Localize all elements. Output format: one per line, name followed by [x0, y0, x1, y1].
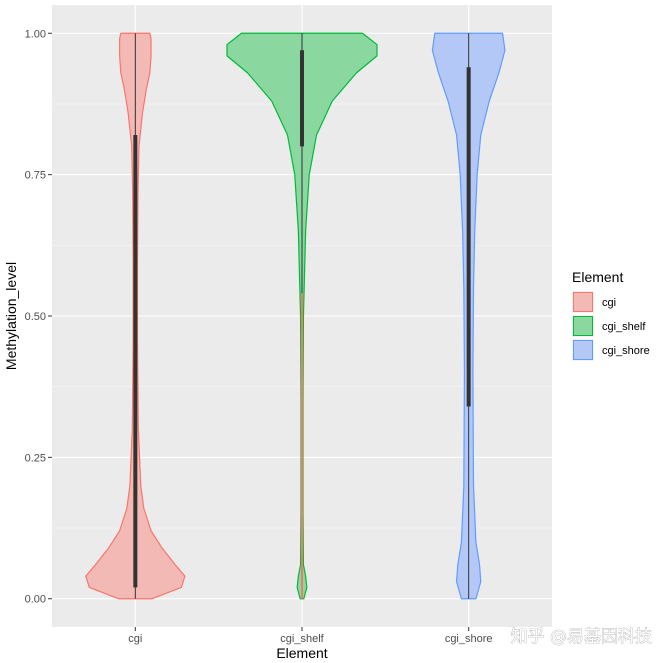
legend-label: cgi	[602, 297, 616, 309]
y-tick-label: 0.50	[25, 311, 46, 323]
y-tick-label: 1.00	[25, 28, 46, 40]
legend-title: Element	[572, 269, 623, 285]
box-cgi-shelf	[300, 50, 304, 147]
y-tick-label: 0.00	[25, 594, 46, 606]
y-tick-label: 0.75	[25, 170, 46, 182]
legend: Element cgi cgi_shelf cgi_shore	[572, 269, 650, 361]
x-axis-ticks: cgi cgi_shelf cgi_shore	[128, 627, 493, 645]
x-tick-label: cgi	[128, 633, 142, 645]
x-axis-title: Element	[276, 645, 327, 661]
y-axis-title: Methylation_level	[3, 262, 19, 370]
legend-swatch-cgi-shore	[573, 340, 593, 360]
legend-swatch-cgi-shelf	[573, 316, 593, 336]
box-cgi-shore	[466, 67, 471, 407]
watermark: 知乎 @易基因科技	[511, 627, 652, 647]
violins	[85, 32, 506, 600]
x-tick-label: cgi_shelf	[280, 633, 324, 645]
box-cgi	[133, 135, 138, 588]
y-tick-label: 0.25	[25, 452, 46, 464]
legend-label: cgi_shore	[602, 345, 650, 357]
x-tick-label: cgi_shore	[445, 633, 493, 645]
legend-swatch-cgi	[573, 292, 593, 312]
y-axis-ticks: 0.00 0.25 0.50 0.75 1.00	[25, 28, 52, 606]
legend-label: cgi_shelf	[602, 321, 646, 333]
